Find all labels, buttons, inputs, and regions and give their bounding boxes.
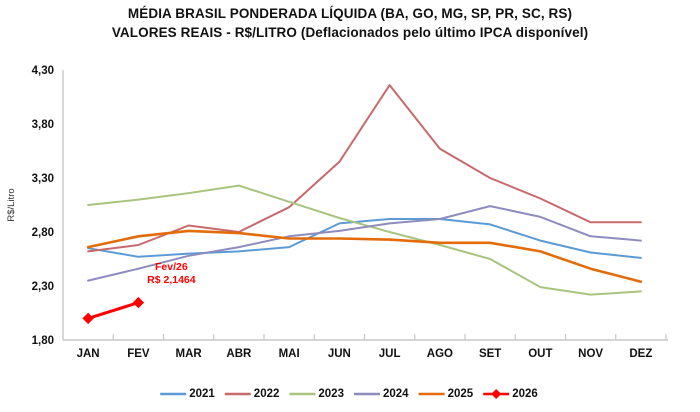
- x-axis-tick-label: OUT: [528, 348, 552, 360]
- legend-item-2022[interactable]: 2022: [224, 388, 280, 400]
- x-axis-tick-label: MAI: [279, 348, 300, 360]
- y-axis-tick-label: 2,30: [32, 281, 54, 293]
- legend-item-2024[interactable]: 2024: [354, 388, 409, 400]
- annotation-label-line-1: Fev/26: [155, 261, 188, 273]
- legend-marker-2026: [491, 389, 502, 399]
- chart-title-line-1: MÉDIA BRASIL PONDERADA LÍQUIDA (BA, GO, …: [127, 6, 573, 21]
- x-axis-tick-label: ABR: [226, 348, 252, 360]
- y-axis-tick-label: 2,80: [32, 227, 54, 239]
- y-axis-tick-label: 4,30: [32, 65, 54, 77]
- legend-item-2021[interactable]: 2021: [160, 388, 215, 400]
- x-axis-tick-label: JUN: [328, 348, 351, 360]
- series-line-2025: [86, 229, 643, 283]
- legend-label-2022: 2022: [254, 388, 280, 400]
- y-axis-tick-label: 1,80: [32, 335, 54, 347]
- legend-label-2023: 2023: [318, 388, 344, 400]
- y-axis-title: R$/Litro: [6, 188, 17, 221]
- legend-item-2026[interactable]: 2026: [483, 388, 538, 400]
- series-line-2021: [87, 218, 642, 259]
- series-line-2026: [86, 301, 140, 320]
- legend-item-2025[interactable]: 2025: [418, 388, 474, 400]
- x-axis-tick-label: DEZ: [629, 348, 652, 360]
- x-axis-tick-label: AGO: [427, 348, 453, 360]
- series-marker-2026: [82, 312, 94, 325]
- legend-label-2025: 2025: [448, 388, 474, 400]
- y-axis-tick-label: 3,80: [32, 119, 54, 131]
- legend-label-2021: 2021: [189, 388, 215, 400]
- annotation-label-line-2: R$ 2,1464: [147, 274, 196, 286]
- chart-title-line-2: VALORES REAIS - R$/LITRO (Deflacionados …: [111, 25, 589, 40]
- series-line-2022: [87, 84, 642, 253]
- legend-label-2026: 2026: [512, 388, 538, 400]
- series-line-2023: [87, 184, 642, 296]
- x-axis-tick-label: NOV: [578, 348, 603, 360]
- series-marker-2026: [132, 296, 145, 309]
- legend-item-2023[interactable]: 2023: [289, 388, 344, 400]
- x-axis-tick-label: JUL: [379, 348, 401, 360]
- y-axis-tick-label: 3,30: [32, 173, 54, 185]
- x-axis-tick-label: JAN: [77, 348, 100, 360]
- series-line-2024: [87, 205, 642, 282]
- chart-title: MÉDIA BRASIL PONDERADA LÍQUIDA (BA, GO, …: [0, 4, 700, 42]
- x-axis-tick-label: FEV: [127, 348, 150, 360]
- x-axis-tick-label: SET: [479, 348, 501, 360]
- legend-label-2024: 2024: [383, 388, 409, 400]
- x-axis-tick-label: MAR: [176, 348, 203, 360]
